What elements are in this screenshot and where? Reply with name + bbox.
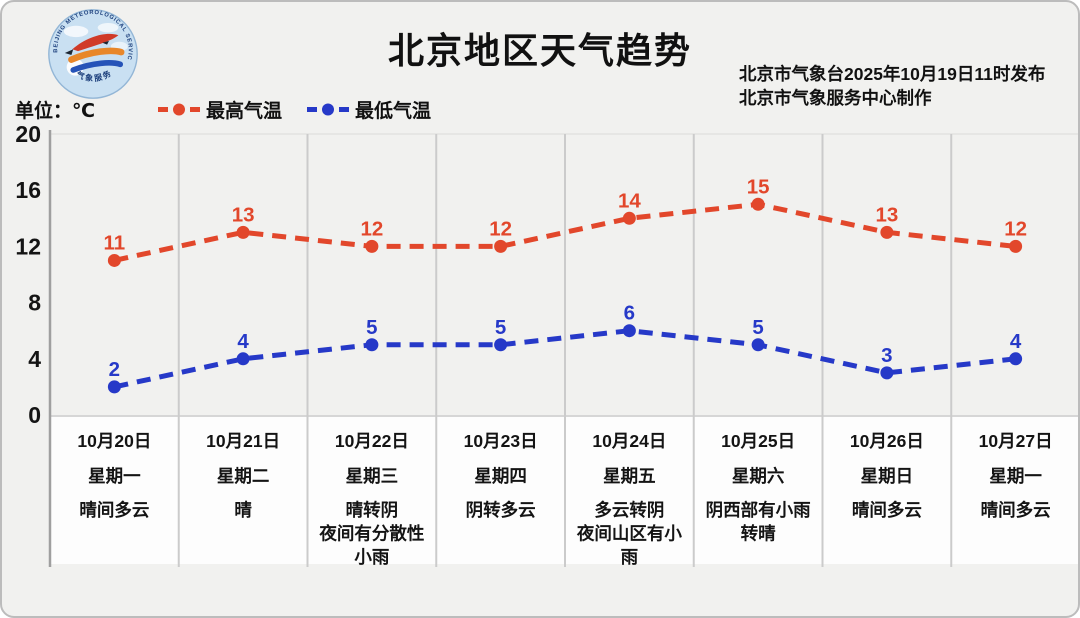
value-label: 11 — [104, 231, 126, 254]
day-weather-label: 夜间有分散性 — [318, 524, 424, 544]
y-tick-label: 20 — [15, 121, 41, 147]
value-label: 14 — [618, 189, 641, 212]
data-point — [880, 225, 894, 239]
value-label: 12 — [360, 217, 383, 240]
beijing-meteorological-service-logo-icon: BEIJING METEOROLOGICAL SERVICE 气象服务 — [46, 7, 138, 99]
value-label: 5 — [495, 316, 506, 339]
day-weekday-label: 星期六 — [732, 466, 785, 486]
day-weather-label: 晴间多云 — [981, 500, 1051, 520]
legend-high-temp: 最高气温 — [157, 96, 282, 123]
value-label: 6 — [624, 302, 635, 325]
value-label: 4 — [1010, 330, 1022, 353]
legend-low-temp: 最低气温 — [306, 96, 431, 123]
day-date-label: 10月26日 — [850, 431, 924, 451]
day-weather-label: 雨 — [621, 547, 639, 567]
value-label: 5 — [366, 316, 377, 339]
publisher-info: 北京市气象台2025年10月19日11时发布 北京市气象服务中心制作 — [739, 62, 1045, 110]
data-point — [365, 239, 379, 253]
day-weather-label: 阴转多云 — [466, 500, 536, 520]
value-label: 2 — [109, 358, 120, 381]
day-weather-label: 多云转阴 — [594, 500, 664, 520]
day-weather-label: 晴 — [234, 500, 252, 520]
data-point — [107, 380, 121, 394]
value-label: 12 — [1004, 217, 1027, 240]
value-label: 4 — [237, 330, 249, 353]
day-weather-label: 晴间多云 — [852, 500, 922, 520]
data-point — [751, 338, 765, 352]
value-label: 3 — [881, 344, 892, 367]
unit-label: 单位：℃ — [15, 100, 96, 122]
page-title: 北京地区天气趋势 — [387, 30, 692, 71]
day-weather-label: 晴转阴 — [346, 500, 399, 520]
legend-high-temp-label: 最高气温 — [206, 100, 283, 122]
day-weekday-label: 星期四 — [474, 466, 527, 486]
data-point — [622, 211, 636, 225]
day-weekday-label: 星期二 — [217, 466, 270, 486]
day-date-label: 10月21日 — [206, 431, 280, 451]
value-label: 13 — [875, 203, 898, 226]
value-label: 13 — [232, 203, 255, 226]
legend-low-temp-label: 最低气温 — [355, 100, 432, 122]
data-point — [236, 225, 250, 239]
day-weather-label: 转晴 — [741, 524, 776, 544]
publisher-release-line: 北京市气象台2025年10月19日11时发布 — [739, 64, 1046, 84]
day-weather-label: 阴西部有小雨 — [706, 500, 811, 520]
data-point — [1009, 352, 1023, 366]
data-point — [880, 366, 894, 380]
temp-series-line — [113, 201, 1016, 263]
y-tick-label: 0 — [28, 402, 41, 428]
data-point — [236, 352, 250, 366]
data-point — [622, 324, 636, 338]
day-date-label: 10月22日 — [335, 431, 409, 451]
data-point — [1009, 239, 1023, 253]
data-point — [365, 338, 379, 352]
value-label: 12 — [489, 217, 512, 240]
publisher-producer-line: 北京市气象服务中心制作 — [739, 88, 932, 109]
day-weekday-label: 星期一 — [989, 466, 1042, 486]
day-date-label: 10月25日 — [721, 431, 795, 451]
legend-row: 单位：℃ 最高气温 最低气温 — [15, 96, 455, 122]
day-weekday-label: 星期一 — [88, 466, 141, 486]
y-tick-label: 8 — [28, 290, 41, 316]
day-date-label: 10月23日 — [464, 431, 538, 451]
day-weather-label: 晴间多云 — [79, 500, 149, 520]
day-date-label: 10月24日 — [592, 431, 666, 451]
day-date-label: 10月27日 — [979, 431, 1053, 451]
logo-red-swoosh — [72, 33, 119, 52]
day-weekday-label: 星期日 — [861, 466, 914, 486]
day-weather-label: 夜间山区有小 — [576, 524, 682, 544]
data-point — [494, 239, 508, 253]
day-weather-label: 小雨 — [354, 547, 389, 567]
data-point — [751, 197, 765, 211]
y-tick-label: 4 — [28, 346, 41, 372]
high-temp-line-marker-icon — [158, 103, 201, 115]
y-tick-label: 12 — [15, 233, 41, 259]
data-point — [494, 338, 508, 352]
y-tick-label: 16 — [15, 177, 41, 203]
data-point — [107, 253, 121, 267]
low-temp-line-marker-icon — [307, 103, 350, 115]
day-date-label: 10月20日 — [77, 431, 151, 451]
day-weekday-label: 星期三 — [346, 466, 399, 486]
day-weekday-label: 星期五 — [603, 466, 656, 486]
value-label: 5 — [752, 316, 763, 339]
value-label: 15 — [747, 175, 770, 198]
